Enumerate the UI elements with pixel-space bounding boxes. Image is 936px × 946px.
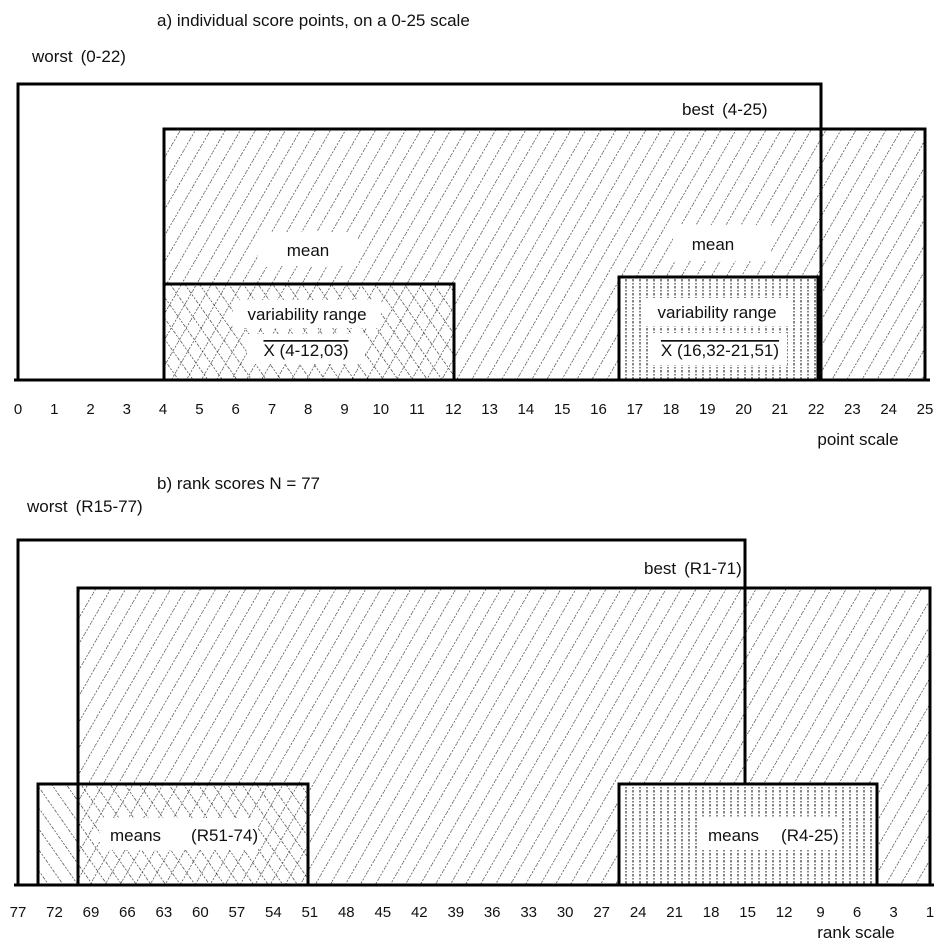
means-label-text-low-b: means — [110, 826, 161, 845]
axis-b-tick-48: 48 — [338, 904, 355, 921]
panel-a: a) individual score points, on a 0-25 sc… — [14, 11, 934, 449]
mean-title-high-a: mean — [692, 235, 735, 254]
axis-b-tick-54: 54 — [265, 904, 282, 921]
axis-a-tick-12: 12 — [445, 401, 462, 418]
axis-b-tick-15: 15 — [739, 904, 756, 921]
axis-b-tick-9: 9 — [816, 904, 824, 921]
axis-b-tick-6: 6 — [853, 904, 861, 921]
var-range-text-low-a: X (4-12,03) — [263, 341, 348, 360]
axis-a-tick-17: 17 — [626, 401, 643, 418]
axis-a-tick-6: 6 — [232, 401, 240, 418]
worst-range-text-b: (R15-77) — [76, 497, 143, 516]
axis-a-tick-16: 16 — [590, 401, 607, 418]
axis-b-tick-39: 39 — [447, 904, 464, 921]
best-range-text-a: (4-25) — [722, 100, 767, 119]
means-label-high-b: means (R4-25) — [708, 826, 839, 845]
axis-a-tick-18: 18 — [663, 401, 680, 418]
axis-a-tick-10: 10 — [372, 401, 389, 418]
axis-b-tick-24: 24 — [630, 904, 647, 921]
axis-a-tick-0: 0 — [14, 401, 22, 418]
axis-a-tick-11: 11 — [409, 401, 425, 418]
axis-a-tick-22: 22 — [808, 401, 825, 418]
axis-b-tick-66: 66 — [119, 904, 136, 921]
means-range-text-low-b: (R51-74) — [191, 826, 258, 845]
var-label-high-a: variability range — [657, 303, 776, 322]
axis-b-tick-36: 36 — [484, 904, 501, 921]
axis-a-tick-15: 15 — [554, 401, 571, 418]
mean-range-bar-low-a — [162, 282, 456, 382]
axis-b-tick-51: 51 — [301, 904, 318, 921]
means-label-bg-low-b — [100, 818, 258, 850]
axis-b-tick-3: 3 — [889, 904, 897, 921]
worst-label-text-b: worst — [26, 497, 68, 516]
axis-a-tick-25: 25 — [917, 401, 934, 418]
means-range-text-high-b: (R4-25) — [781, 826, 839, 845]
axis-b-tick-45: 45 — [374, 904, 391, 921]
var-label-bg-low-a — [233, 300, 381, 328]
axis-a-tick-4: 4 — [159, 401, 167, 418]
mean-label-bg-low-a — [258, 232, 358, 266]
axis-a-tick-7: 7 — [268, 401, 276, 418]
axis-a-tick-19: 19 — [699, 401, 716, 418]
axis-b-tick-12: 12 — [776, 904, 793, 921]
var-range-bg-high-a — [653, 333, 787, 365]
axis-b-tick-63: 63 — [156, 904, 173, 921]
axis-a-tick-3: 3 — [123, 401, 131, 418]
best-range-text-b: (R1-71) — [684, 559, 742, 578]
worst-label-text-a: worst — [31, 47, 73, 66]
means-label-low-b: means (R51-74) — [110, 826, 258, 845]
axis-a-tick-9: 9 — [340, 401, 348, 418]
mean-label-bg-high-a — [673, 225, 771, 261]
tick-labels-a: 0 1 2 3 4 5 6 7 8 9 10 11 12 13 14 15 16 17 18 19 20 21 22 23 24… — [14, 401, 934, 418]
axis-a-tick-8: 8 — [304, 401, 312, 418]
axis-b-tick-30: 30 — [557, 904, 574, 921]
axis-b-tick-21: 21 — [666, 904, 683, 921]
best-label-text-a: best — [682, 100, 714, 119]
panel-b-caption: b) rank scores N = 77 — [157, 474, 320, 493]
worst-label-a: worst (0-22) — [31, 47, 126, 66]
axis-b-tick-72: 72 — [46, 904, 63, 921]
best-label-text-b: best — [644, 559, 676, 578]
axis-a-tick-14: 14 — [518, 401, 535, 418]
axis-a-tick-23: 23 — [844, 401, 861, 418]
axis-b-tick-1: 1 — [926, 904, 934, 921]
mean-title-low-a: mean — [287, 241, 330, 260]
axis-a-tick-5: 5 — [195, 401, 203, 418]
axis-a-tick-24: 24 — [880, 401, 897, 418]
worst-label-b: worst (R15-77) — [26, 497, 143, 516]
axis-label-a: point scale — [817, 430, 898, 449]
axis-a-tick-20: 20 — [735, 401, 752, 418]
axis-b-tick-77: 77 — [10, 904, 27, 921]
axis-a-tick-2: 2 — [86, 401, 94, 418]
var-range-text-high-a: X (16,32-21,51) — [661, 341, 779, 360]
worst-range-text-a: (0-22) — [81, 47, 126, 66]
axis-b-tick-27: 27 — [593, 904, 610, 921]
tick-labels-b: 77 72 69 66 63 60 57 54 51 48 45 42 39 36 33 30 27 24 21 18… — [10, 904, 935, 921]
panel-b: b) rank scores N = 77 worst (R15-77) best… — [10, 474, 935, 942]
axis-a-tick-21: 21 — [772, 401, 789, 418]
axis-b-tick-69: 69 — [83, 904, 100, 921]
means-label-bg-high-b — [700, 818, 842, 850]
best-label-a: best (4-25) — [682, 100, 768, 119]
var-label-bg-high-a — [645, 298, 790, 326]
axis-a-tick-13: 13 — [481, 401, 498, 418]
axis-b-tick-60: 60 — [192, 904, 209, 921]
means-label-text-high-b: means — [708, 826, 759, 845]
best-label-b: best (R1-71) — [644, 559, 742, 578]
axis-b-tick-18: 18 — [703, 904, 720, 921]
axis-label-b: rank scale — [817, 923, 894, 942]
var-range-bg-low-a — [247, 334, 365, 364]
panel-a-caption: a) individual score points, on a 0-25 sc… — [157, 11, 470, 30]
axis-b-tick-42: 42 — [411, 904, 428, 921]
axis-b-tick-33: 33 — [520, 904, 537, 921]
var-label-low-a: variability range — [247, 305, 366, 324]
axis-b-tick-57: 57 — [229, 904, 246, 921]
axis-a-tick-1: 1 — [50, 401, 58, 418]
